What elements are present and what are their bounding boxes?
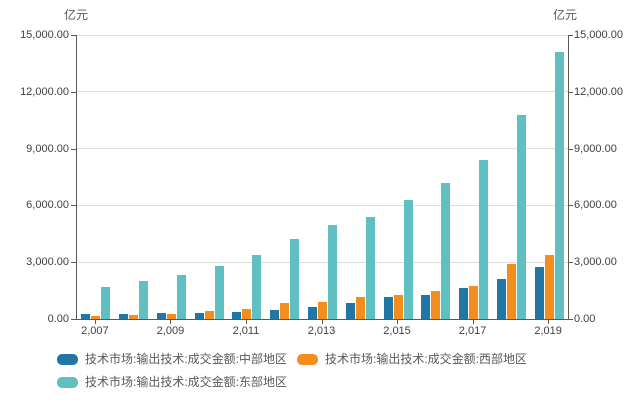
bar-2007-series2 (101, 286, 111, 319)
x-tick-label: 2,017 (458, 325, 487, 337)
legend-item-series2: 技术市场:输出技术:成交金额:东部地区 (57, 375, 287, 389)
bar-2011-series2 (252, 254, 262, 319)
gridline (77, 204, 568, 206)
y-tick-mark-right (568, 205, 573, 207)
y-axis-unit-left: 亿元 (63, 8, 88, 22)
legend-swatch (297, 353, 319, 365)
legend-swatch (57, 353, 78, 365)
y-tick-label-right: 9,000.00 (574, 142, 617, 155)
bar-2009-series0 (156, 313, 166, 319)
legend-swatch (57, 376, 78, 388)
x-tick-mark (548, 320, 550, 324)
x-tick-mark (321, 320, 323, 324)
y-tick-label-right: 6,000.00 (574, 199, 617, 212)
y-tick-label-left: 12,000.00 (20, 85, 69, 98)
y-tick-label-left: 0.00 (47, 313, 69, 325)
bar-2019-series0 (534, 266, 544, 319)
legend-item-series0: 技术市场:输出技术:成交金额:中部地区 (57, 352, 287, 366)
y-tick-mark-right (568, 148, 573, 150)
gridline (77, 91, 568, 93)
bar-2013-series0 (308, 306, 317, 319)
bar-2007-series1 (91, 315, 101, 319)
bar-2009-series1 (166, 313, 176, 319)
bar-2018-series2 (516, 114, 526, 319)
y-tick-label-left: 15,000.00 (20, 29, 69, 41)
y-tick-mark-right (568, 91, 573, 93)
legend-item-series1: 技术市场:输出技术:成交金额:西部地区 (297, 352, 527, 366)
legend-label: 技术市场:输出技术:成交金额:西部地区 (325, 352, 528, 366)
bar-2018-series0 (496, 278, 506, 319)
x-tick-mark (472, 320, 474, 324)
x-tick-mark (170, 320, 172, 324)
bar-2017-series2 (479, 159, 489, 319)
bar-2010-series2 (214, 265, 224, 319)
y-tick-mark-left (71, 319, 76, 320)
bar-2016-series2 (441, 182, 451, 319)
bar-2010-series1 (204, 310, 214, 319)
x-tick-label: 2,015 (383, 325, 411, 337)
y-tick-label-right: 15,000.00 (574, 29, 623, 41)
x-tick-label: 2,019 (534, 325, 562, 337)
bar-2017-series0 (459, 287, 469, 319)
y-tick-label-left: 9,000.00 (26, 142, 69, 155)
bar-2014-series0 (345, 303, 355, 319)
x-tick-label: 2,013 (307, 325, 336, 337)
y-tick-label-right: 12,000.00 (574, 85, 623, 98)
bar-2009-series2 (176, 275, 186, 319)
x-tick-mark (94, 320, 96, 324)
y-tick-label-right: 0.00 (574, 313, 596, 325)
bar-2013-series2 (328, 225, 337, 319)
y-tick-label-right: 3,000.00 (574, 256, 617, 269)
bar-2007-series0 (81, 314, 91, 319)
bar-2014-series1 (355, 297, 365, 319)
bar-2017-series1 (469, 285, 479, 319)
bar-2012-series2 (290, 239, 300, 319)
bar-2008-series0 (119, 313, 129, 319)
y-tick-mark-left (71, 205, 76, 207)
bar-2016-series0 (421, 294, 431, 319)
y-tick-mark-left (71, 91, 76, 93)
plot-area (76, 34, 569, 320)
y-tick-mark-left (71, 262, 76, 264)
bar-2013-series1 (318, 301, 327, 319)
legend: 技术市场:输出技术:成交金额:中部地区 技术市场:输出技术:成交金额:西部地区技术… (57, 352, 617, 389)
bar-2008-series1 (129, 314, 139, 319)
bar-2008-series2 (139, 281, 149, 319)
y-tick-mark-left (71, 35, 76, 36)
bar-2015-series0 (383, 297, 393, 319)
bar-2018-series1 (506, 264, 516, 319)
bar-2015-series2 (403, 199, 413, 319)
bar-2012-series0 (270, 310, 280, 319)
bar-2015-series1 (393, 295, 403, 319)
x-tick-mark (245, 320, 247, 324)
bar-2011-series0 (232, 311, 242, 319)
bar-2019-series2 (554, 52, 564, 319)
gridline (77, 148, 568, 150)
bar-2011-series1 (242, 308, 252, 319)
x-tick-label: 2,007 (81, 325, 109, 337)
bar-2016-series1 (431, 291, 441, 319)
y-tick-label-left: 3,000.00 (26, 256, 69, 269)
y-tick-mark-left (71, 148, 76, 150)
y-tick-mark-right (568, 262, 573, 264)
y-tick-mark-right (568, 35, 573, 36)
legend-label: 技术市场:输出技术:成交金额:中部地区 (85, 352, 288, 366)
x-tick-label: 2,009 (156, 325, 185, 337)
x-tick-mark (397, 320, 399, 324)
x-tick-label: 2,011 (232, 325, 260, 337)
y-tick-label-left: 6,000.00 (26, 199, 69, 212)
gridline (77, 34, 568, 36)
bar-2012-series1 (280, 303, 290, 319)
y-axis-unit-right: 亿元 (553, 8, 578, 22)
bar-2010-series0 (194, 312, 204, 319)
gridline (77, 261, 568, 263)
bar-2014-series2 (365, 216, 375, 319)
bar-2019-series1 (544, 255, 554, 319)
y-tick-mark-right (568, 319, 573, 320)
legend-label: 技术市场:输出技术:成交金额:东部地区 (85, 375, 288, 389)
